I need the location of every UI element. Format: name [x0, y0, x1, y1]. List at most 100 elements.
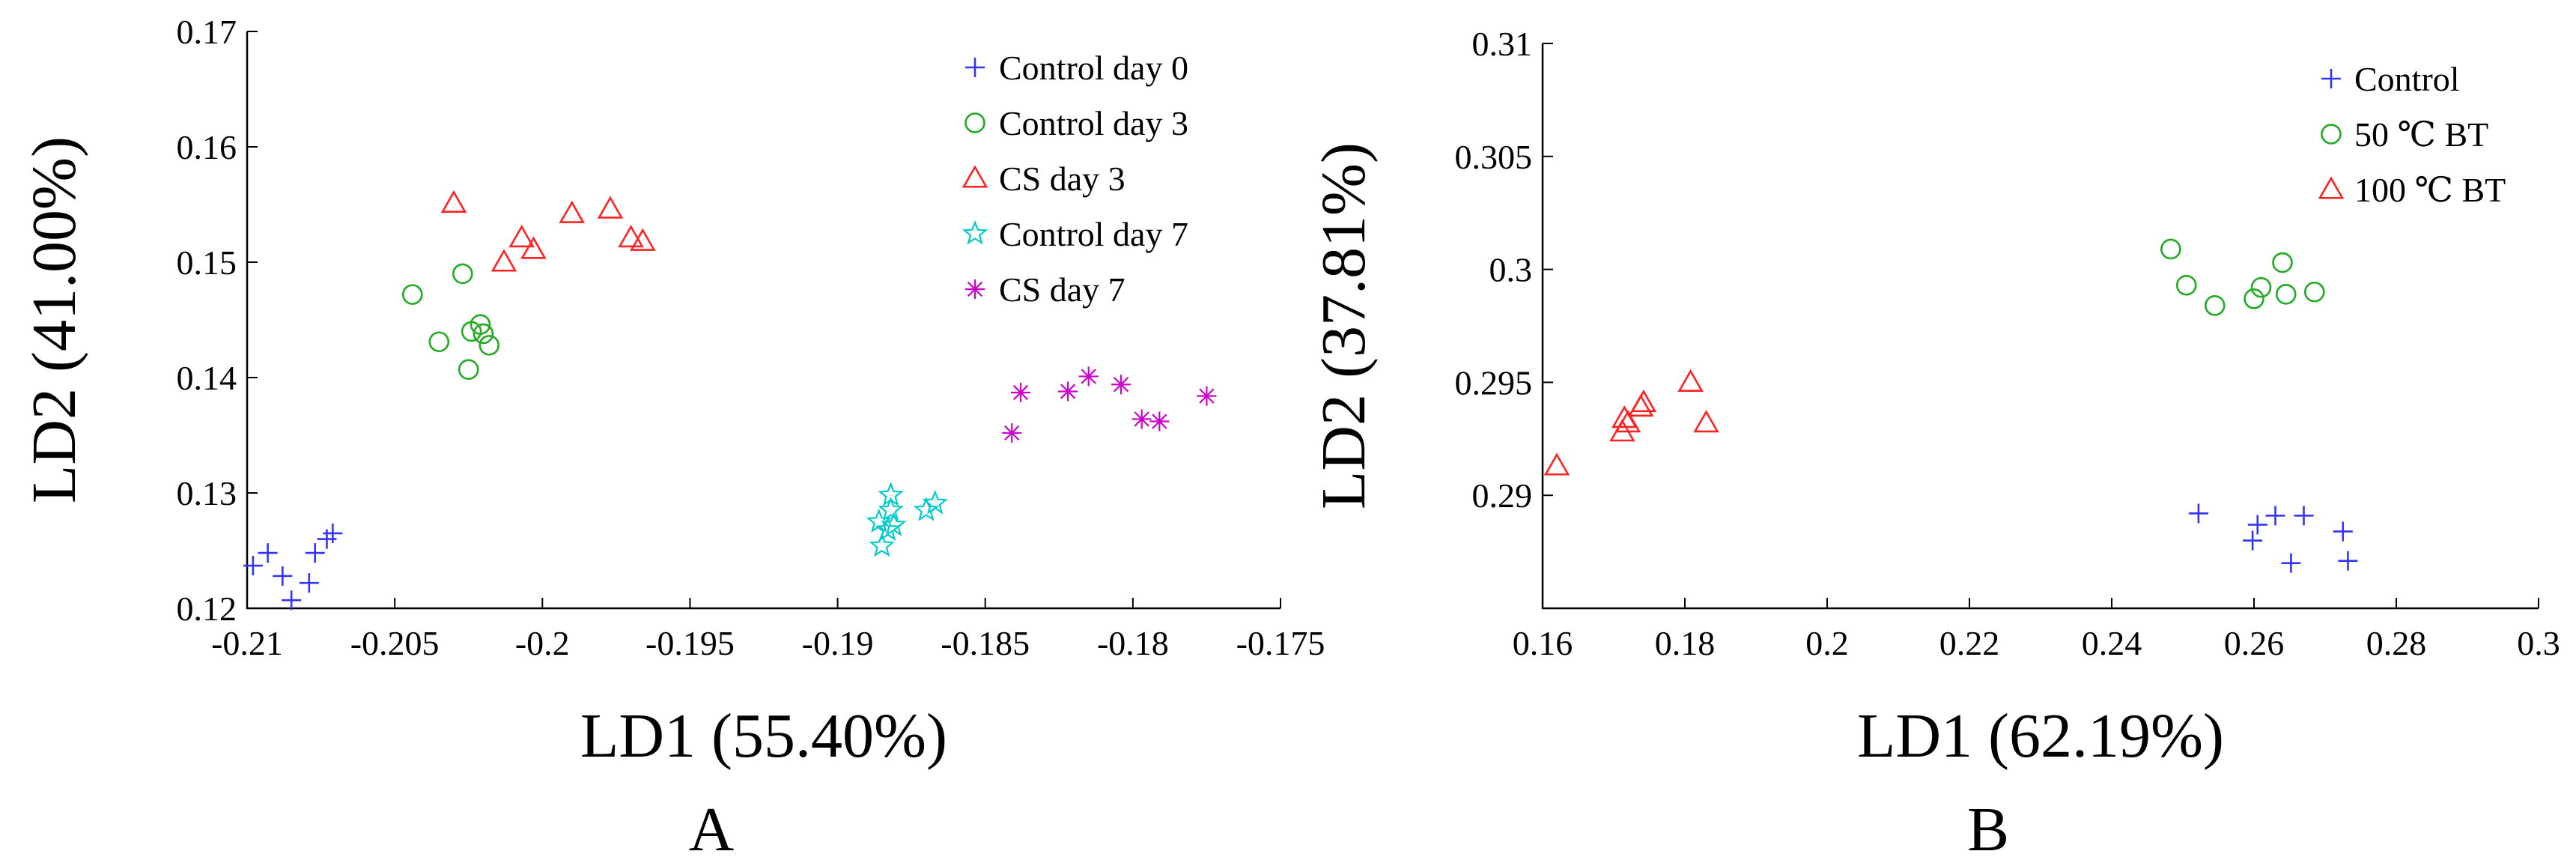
y-tick-label: 0.29	[1472, 476, 1533, 515]
x-tick-label: -0.185	[941, 624, 1030, 662]
data-point	[2338, 551, 2358, 571]
data-point	[2281, 553, 2301, 573]
x-tick-label: -0.195	[645, 624, 735, 662]
x-tick-label: 0.26	[2224, 624, 2285, 662]
series-2	[440, 190, 656, 272]
data-point	[559, 200, 585, 223]
y-tick-label: 0.295	[1455, 363, 1533, 402]
y-tick-label: 0.305	[1455, 138, 1533, 176]
data-point	[282, 590, 302, 611]
data-point	[2250, 276, 2272, 298]
data-point	[913, 497, 939, 521]
legend-marker	[965, 112, 985, 133]
data-point	[473, 323, 494, 345]
data-point	[243, 556, 263, 576]
data-point	[508, 225, 535, 248]
data-point	[878, 497, 904, 521]
data-point	[881, 512, 907, 536]
data-point	[458, 359, 479, 381]
data-point	[2333, 521, 2353, 542]
data-point	[299, 573, 319, 593]
series-0	[243, 523, 343, 611]
data-point	[2244, 288, 2264, 309]
data-point	[258, 543, 278, 563]
y-axis-title: LD2 (41.00%)	[19, 136, 89, 503]
x-tick-label: -0.205	[350, 624, 440, 662]
x-tick-label: 0.16	[1513, 624, 1573, 662]
legend-marker	[965, 279, 985, 299]
panel-label: A	[689, 795, 735, 865]
legend-marker	[962, 165, 988, 188]
data-point	[401, 284, 423, 305]
series-1	[401, 263, 500, 381]
x-tick-label: 0.22	[1939, 624, 2000, 662]
data-point	[470, 314, 491, 335]
data-point	[1002, 423, 1022, 443]
data-point	[1614, 410, 1641, 433]
y-tick-label: 0.31	[1472, 25, 1533, 63]
legend-label: Control day 3	[999, 104, 1188, 142]
data-point	[1677, 369, 1704, 392]
chart-panel-b: 0.16 0.18 0.2 0.22 0.24 0.26 0.28 0.3 0.29 0.295 0…	[1309, 25, 2560, 865]
data-point	[1011, 383, 1031, 403]
data-point	[440, 190, 467, 214]
legend-label: CS day 7	[999, 270, 1126, 309]
legend-marker	[965, 58, 985, 77]
data-point	[479, 335, 500, 356]
data-point	[452, 263, 473, 285]
y-tick-label: 0.17	[177, 13, 237, 51]
data-point	[490, 249, 517, 272]
data-point	[630, 228, 656, 251]
legend-label: Control day 0	[999, 49, 1188, 87]
legend-label: 100 ℃ BT	[2354, 171, 2506, 209]
y-axis-title: LD2 (37.81%)	[1309, 142, 1379, 509]
x-tick-label: 0.2	[1805, 624, 1849, 662]
data-point	[2247, 515, 2267, 535]
data-point	[2265, 506, 2285, 526]
data-point	[2303, 281, 2325, 303]
x-tick-label: -0.175	[1236, 624, 1325, 662]
legend-marker	[2318, 176, 2345, 199]
x-tick-label: 0.28	[2366, 624, 2427, 662]
x-tick-label: -0.18	[1097, 624, 1169, 662]
data-point	[2294, 506, 2314, 526]
data-point	[428, 331, 450, 353]
legend-label: Control day 7	[999, 215, 1188, 253]
data-point	[2204, 295, 2226, 316]
data-point	[2160, 238, 2181, 260]
x-axis-title: LD1 (62.19%)	[1857, 701, 2224, 771]
data-point	[597, 196, 624, 219]
legend-marker	[2321, 124, 2342, 145]
data-point	[878, 482, 904, 506]
legend-label: 50 ℃ BT	[2354, 115, 2488, 154]
legend: Control day 0 Control day 3 CS day 3 Contro…	[962, 49, 1188, 309]
x-tick-label: 0.3	[2517, 624, 2560, 662]
data-point	[1693, 410, 1719, 433]
x-tick-label: 0.24	[2082, 624, 2142, 662]
data-point	[305, 543, 325, 563]
legend-marker	[2321, 69, 2341, 88]
data-point	[2175, 274, 2197, 296]
y-tick-label: 0.16	[177, 128, 237, 166]
data-point	[323, 523, 343, 543]
data-point	[1111, 375, 1131, 395]
y-tick-label: 0.12	[177, 590, 237, 628]
data-point	[2243, 530, 2263, 551]
series-1	[2160, 238, 2325, 316]
legend: Control 50 ℃ BT 100 ℃ BT	[2318, 60, 2506, 209]
x-tick-label: -0.19	[802, 624, 874, 662]
data-point	[1058, 381, 1078, 402]
series-0	[2188, 503, 2358, 573]
x-axis-title: LD1 (55.40%)	[580, 701, 947, 771]
series-3	[866, 482, 948, 557]
data-point	[1630, 389, 1657, 413]
legend-label: CS day 3	[999, 160, 1126, 198]
data-point	[520, 236, 547, 259]
series-4	[1002, 366, 1217, 443]
data-point	[922, 489, 948, 515]
data-point	[618, 225, 644, 248]
data-point	[1149, 411, 1170, 432]
data-point	[2272, 252, 2293, 273]
x-tick-label: 0.18	[1655, 624, 1716, 662]
